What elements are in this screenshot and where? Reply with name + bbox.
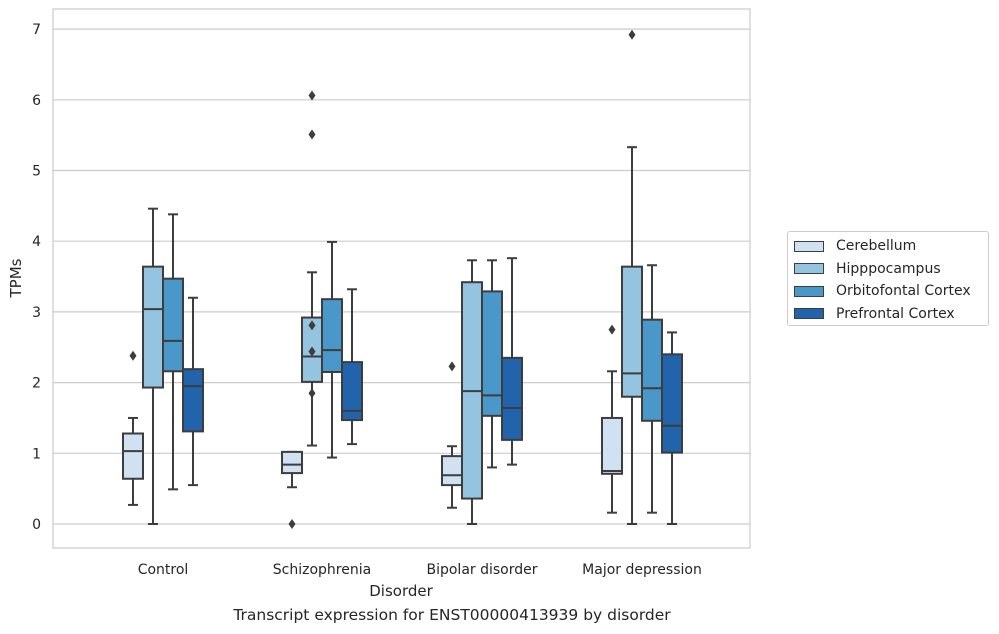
box-2-2 xyxy=(301,90,323,447)
x-tick-labels: Control Schizophrenia Bipolar disorder Majo… xyxy=(138,562,702,578)
outlier-point xyxy=(308,129,316,140)
box-3-2 xyxy=(321,240,343,459)
box-iqr xyxy=(481,290,503,417)
legend-label: Hipppocampus xyxy=(836,260,941,277)
outlier-point xyxy=(288,519,296,529)
outlier-point xyxy=(308,388,316,399)
legend-item: Hipppocampus xyxy=(794,258,988,281)
outlier-point xyxy=(308,346,316,357)
y-tick-label: 0 xyxy=(32,517,41,533)
box-iqr xyxy=(441,455,463,487)
y-tick-label: 5 xyxy=(32,164,41,180)
outlier-point xyxy=(448,361,456,372)
x-tick-label: Schizophrenia xyxy=(273,562,371,578)
y-tick-label: 4 xyxy=(32,234,41,250)
box-4-4 xyxy=(661,331,683,525)
box-iqr xyxy=(341,361,363,422)
legend: Cerebellum Hipppocampus Orbitofontal Corte… xyxy=(787,231,989,326)
box-iqr xyxy=(142,265,164,389)
legend-label: Cerebellum xyxy=(836,238,917,255)
box-2-3 xyxy=(461,259,483,525)
box-3-3 xyxy=(481,259,503,469)
outlier-point xyxy=(608,324,616,335)
x-tick-label: Control xyxy=(138,562,189,578)
legend-item: Prefrontal Cortex xyxy=(794,303,988,326)
box-2-4 xyxy=(621,29,643,525)
plot-area-frame xyxy=(52,8,751,549)
box-iqr xyxy=(122,432,144,480)
legend-label: Prefrontal Cortex xyxy=(836,305,955,322)
box-iqr xyxy=(281,450,303,475)
y-tick-label: 2 xyxy=(32,376,41,392)
legend-item: Cerebellum xyxy=(794,235,988,258)
legend-swatch xyxy=(794,308,824,320)
chart-caption: Transcript expression for ENST0000041393… xyxy=(233,606,671,624)
box-series xyxy=(122,29,683,529)
x-tick-label: Major depression xyxy=(582,562,702,578)
legend-label: Orbitofontal Cortex xyxy=(836,283,971,300)
box-2-1 xyxy=(142,207,164,525)
x-axis-title: Disorder xyxy=(369,582,433,600)
box-3-1 xyxy=(162,213,184,491)
legend-swatch xyxy=(794,263,824,275)
box-iqr xyxy=(162,277,184,373)
y-tick-label: 7 xyxy=(32,22,41,38)
legend-swatch xyxy=(794,240,824,252)
box-1-3 xyxy=(441,361,463,509)
box-iqr xyxy=(182,368,204,433)
box-iqr xyxy=(641,318,663,422)
outlier-point xyxy=(308,320,316,331)
box-1-4 xyxy=(601,324,623,514)
y-axis-title: TPMs xyxy=(7,258,25,298)
y-tick-labels: 0 1 2 3 4 5 6 7 xyxy=(32,22,41,533)
box-3-4 xyxy=(641,264,663,514)
outlier-point xyxy=(129,350,137,361)
box-1-2 xyxy=(281,450,303,529)
box-1-1 xyxy=(122,350,144,506)
legend-swatch xyxy=(794,285,824,297)
outlier-point xyxy=(308,90,316,101)
box-4-3 xyxy=(501,257,523,466)
outlier-point xyxy=(628,29,636,40)
box-iqr xyxy=(621,265,643,398)
box-iqr xyxy=(321,298,343,373)
y-tick-label: 1 xyxy=(32,446,41,462)
y-tick-label: 3 xyxy=(32,305,41,321)
box-4-2 xyxy=(341,288,363,446)
x-tick-label: Bipolar disorder xyxy=(426,562,537,578)
box-iqr xyxy=(601,416,623,475)
box-iqr xyxy=(661,353,683,454)
box-iqr xyxy=(501,356,523,441)
box-4-1 xyxy=(182,296,204,487)
y-tick-label: 6 xyxy=(32,93,41,109)
legend-item: Orbitofontal Cortex xyxy=(794,280,988,303)
